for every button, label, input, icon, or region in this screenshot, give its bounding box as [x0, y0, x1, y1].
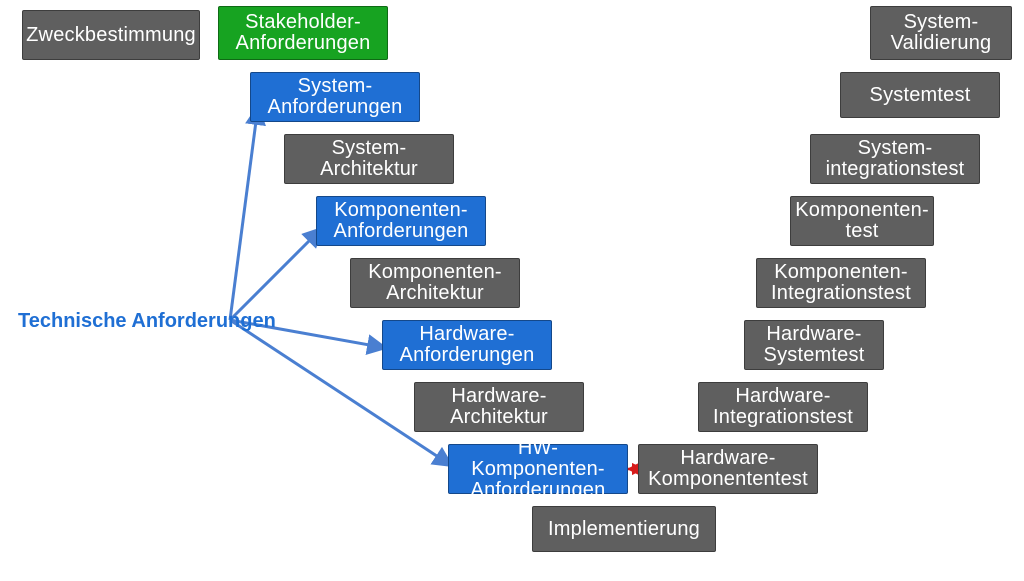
node-sysint: System- integrationstest [810, 134, 980, 184]
node-sysval: System- Validierung [870, 6, 1012, 60]
v-model-diagram: { "type": "flowchart", "layout": "v-mode… [0, 0, 1024, 581]
node-hwint: Hardware- Integrationstest [698, 382, 868, 432]
arrow-1 [230, 228, 322, 320]
node-hwktest: Hardware- Komponententest [638, 444, 818, 494]
node-komparch: Komponenten- Architektur [350, 258, 520, 308]
node-hwsys: Hardware- Systemtest [744, 320, 884, 370]
node-komptest: Komponenten- test [790, 196, 934, 246]
node-sysanf: System- Anforderungen [250, 72, 420, 122]
node-impl: Implementierung [532, 506, 716, 552]
arrow-0 [230, 106, 258, 320]
node-sysarch: System- Architektur [284, 134, 454, 184]
node-zweck: Zweckbestimmung [22, 10, 200, 60]
node-systest: Systemtest [840, 72, 1000, 118]
node-kompanf: Komponenten- Anforderungen [316, 196, 486, 246]
node-hwkanf: HW-Komponenten- Anforderungen [448, 444, 628, 494]
node-hwanf: Hardware- Anforderungen [382, 320, 552, 370]
node-hwarch: Hardware- Architektur [414, 382, 584, 432]
node-stake: Stakeholder- Anforderungen [218, 6, 388, 60]
node-kompint: Komponenten- Integrationstest [756, 258, 926, 308]
source-label: Technische Anforderungen [18, 310, 276, 333]
